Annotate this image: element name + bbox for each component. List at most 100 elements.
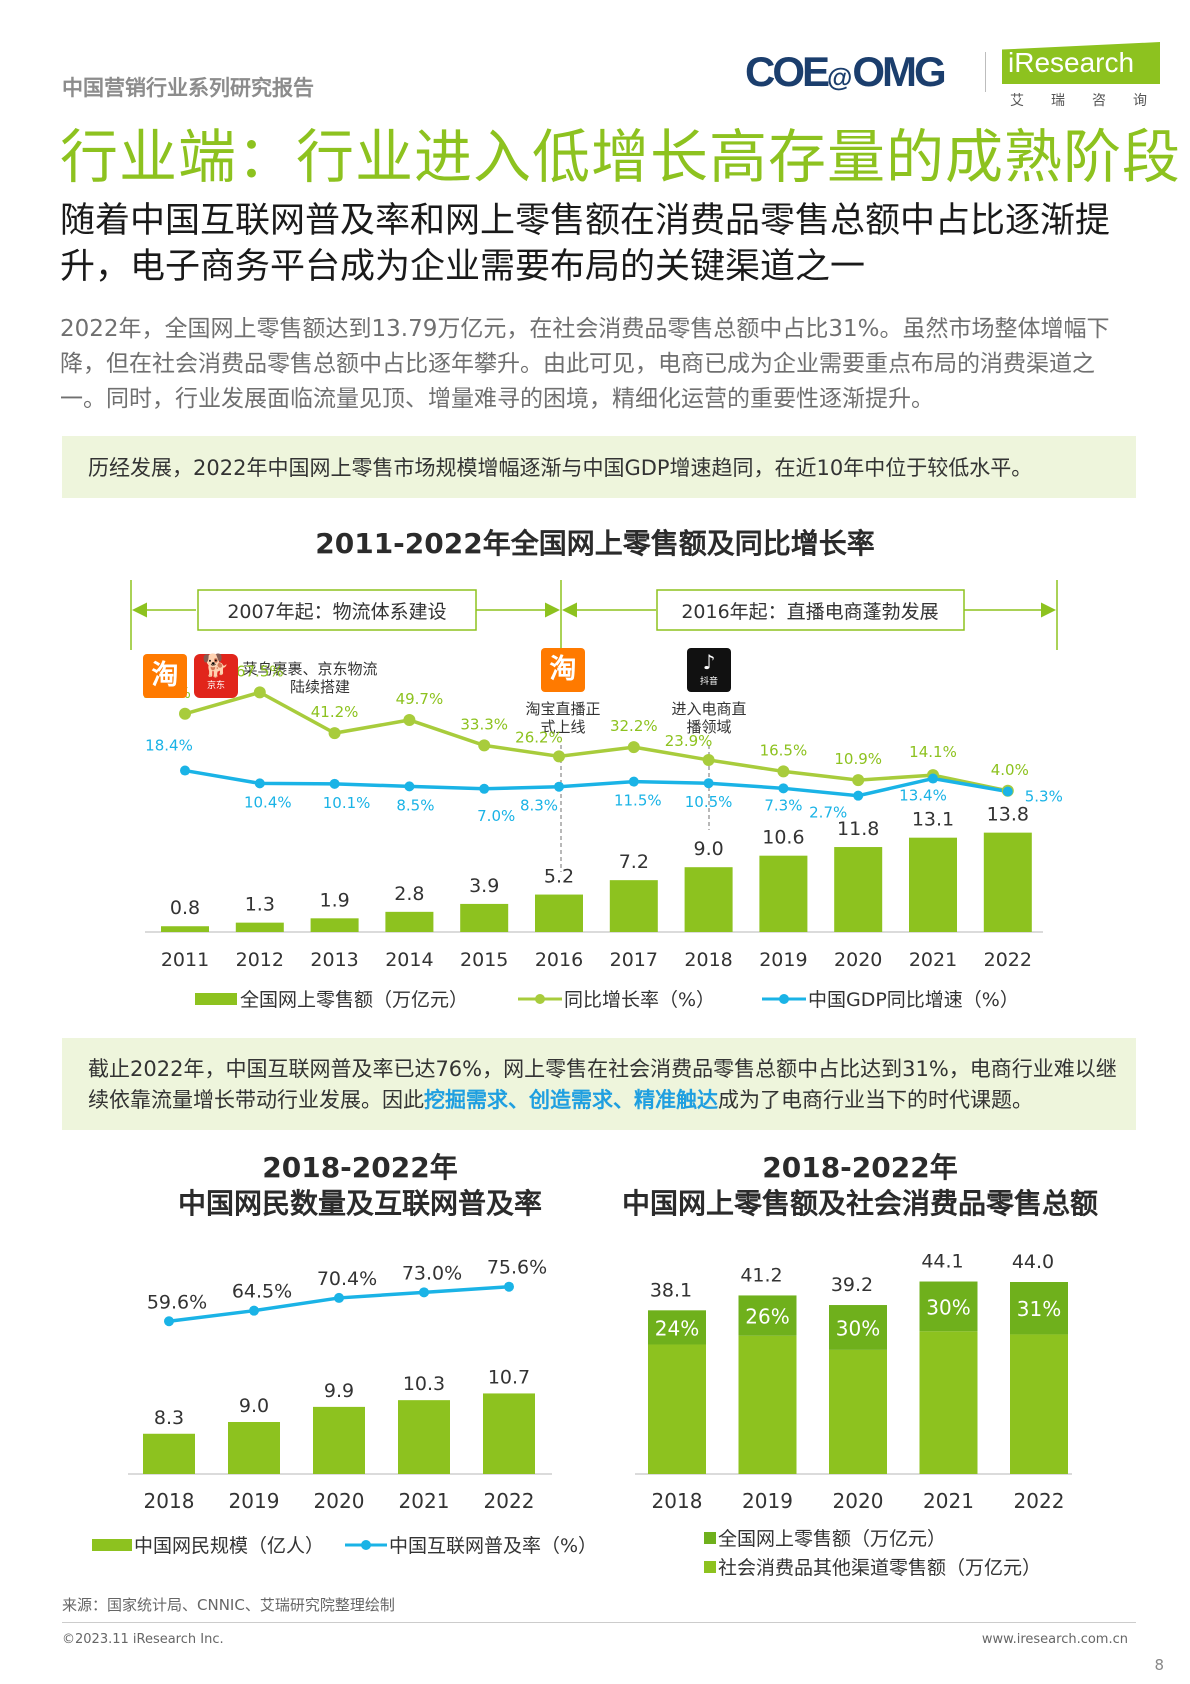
chart1-gdp-label: 10.1% — [323, 794, 371, 812]
chart1-legend-bar-swatch — [195, 993, 237, 1005]
chart1-gdp-label: 5.3% — [1025, 788, 1063, 806]
chart2-bar — [143, 1433, 195, 1474]
chart2-legend-line-dot — [361, 1540, 371, 1550]
chart1-legend-gdp-label: 中国GDP同比增速（%） — [808, 989, 1019, 1011]
chart3-bar-online — [1010, 1282, 1068, 1335]
chart1-bar-label: 9.0 — [693, 838, 723, 860]
chart1-bar-label: 3.9 — [469, 875, 499, 897]
chart1-gdp-point — [628, 776, 639, 787]
chart3-legend-other-swatch — [704, 1561, 716, 1573]
chart1-x-tick: 2011 — [161, 949, 209, 971]
chart1-bar-label: 1.9 — [319, 889, 349, 911]
iresearch-logo-cn: 艾瑞咨询 — [1010, 93, 1174, 109]
copyright: ©2023.11 iResearch Inc. — [62, 1632, 224, 1647]
chart2-bar-label: 8.3 — [154, 1407, 184, 1429]
chart1-growth-label: 32.2% — [610, 717, 658, 735]
chart3-bar-other — [919, 1331, 978, 1474]
chart3-legend-online-label: 全国网上零售额（万亿元） — [718, 1528, 946, 1550]
chart3-bar-other — [829, 1349, 887, 1474]
chart3-legend-other-label: 社会消费品其他渠道零售额（万亿元） — [718, 1557, 1041, 1579]
period-annotations: 2007年起：物流体系建设 2016年起：直播电商蓬勃发展 — [130, 580, 1058, 650]
chart1-bar-label: 2.8 — [394, 883, 424, 905]
chart1-x-tick: 2017 — [610, 949, 658, 971]
chart2-bar-label: 9.9 — [324, 1380, 354, 1402]
chart1-bar — [759, 855, 808, 932]
chart1-bar-label: 1.3 — [245, 894, 275, 916]
douyin-icon-label: 抖音 — [699, 677, 718, 687]
douyin-note-line2: 播领域 — [686, 718, 731, 736]
period1-box — [197, 589, 477, 631]
chart2-line-point — [504, 1281, 514, 1292]
chart1-bar-label: 5.2 — [544, 866, 574, 888]
chart1-bar — [385, 911, 434, 932]
chart1-x-tick: 2021 — [909, 949, 957, 971]
period2-label: 2016年起：直播电商蓬勃发展 — [681, 601, 938, 623]
chart1-legend: 全国网上零售额（万亿元） 同比增长率（%） 中国GDP同比增速（%） — [195, 989, 1019, 1011]
chart1-bar — [161, 926, 209, 932]
chart1-gdp-line — [184, 768, 1009, 798]
series-title: 中国营销行业系列研究报告 — [62, 76, 314, 100]
chart1-bar — [535, 894, 583, 932]
website-url: www.iresearch.com.cn — [981, 1632, 1128, 1647]
chart3-total-label: 39.2 — [831, 1274, 873, 1296]
chart1-growth-label: 10.9% — [834, 750, 882, 768]
insight-text-2: 截止2022年，中国互联网普及率已达76%，网上零售在社会消费品零售总额中占比达… — [88, 1054, 1118, 1116]
chart1-gdp-point — [554, 781, 564, 792]
douyin-note-line1: 进入电商直 — [671, 700, 746, 718]
taobao-icon: 淘 — [143, 654, 187, 698]
chart1-gdp-point — [404, 781, 415, 792]
intro-paragraph: 2022年，全国网上零售额达到13.79万亿元，在社会消费品零售总额中占比31%… — [60, 316, 1110, 412]
taobao-live-note-line1: 淘宝直播正 — [525, 700, 600, 718]
chart2-bar — [483, 1393, 535, 1474]
logo-divider — [985, 52, 986, 92]
chart1-bar-label: 13.1 — [912, 809, 954, 831]
chart1-gdp-point — [928, 773, 938, 784]
chart1-gdp-label: 2.7% — [809, 804, 847, 822]
chart1-gdp-point — [329, 778, 340, 789]
chart3-bar-other — [738, 1335, 797, 1474]
chart1-gdp-label: 7.3% — [764, 796, 802, 814]
chart1-growth-label: 41.2% — [311, 703, 359, 721]
jd-dog-glyph: 🐕 — [202, 654, 230, 679]
chart3-title: 2018-2022年 中国网上零售额及社会消费品零售总额 — [600, 1150, 1120, 1222]
chart1-growth-label: 4.0% — [991, 761, 1029, 779]
chart3-total-label: 41.2 — [740, 1264, 782, 1286]
chart1-growth-label: 49.7% — [396, 690, 444, 708]
chart1-legend-growth-label: 同比增长率（%） — [564, 989, 715, 1011]
chart3-bar-other — [1010, 1334, 1068, 1474]
chart1-gdp-label: 10.4% — [244, 793, 292, 811]
chart1-gdp-point — [1002, 786, 1013, 797]
chart1-title: 2011-2022年全国网上零售额及同比增长率 — [315, 527, 875, 560]
chart1-bar — [834, 847, 883, 932]
chart1-legend-bar-label: 全国网上零售额（万亿元） — [240, 989, 468, 1011]
chart3-bar-online — [919, 1281, 978, 1332]
chart2-line-point — [164, 1316, 174, 1327]
chart1-growth-point — [702, 753, 715, 766]
chart1-x-tick: 2019 — [759, 949, 807, 971]
chart1-gdp-label: 10.5% — [685, 793, 733, 811]
chart1-bar-label: 7.2 — [619, 851, 649, 873]
chart1-bar — [684, 867, 733, 932]
chart2-line-label: 70.4% — [317, 1268, 377, 1290]
chart1-bar-label: 11.8 — [837, 818, 879, 840]
period1-label: 2007年起：物流体系建设 — [227, 601, 446, 623]
chart1-bar — [235, 922, 284, 932]
chart1-bar — [310, 918, 359, 932]
logo-at-text: @ — [827, 62, 853, 92]
chart1-x-tick: 2022 — [984, 949, 1032, 971]
chart2-line-label: 73.0% — [402, 1262, 462, 1284]
chart1-gdp-label: 8.3% — [520, 797, 558, 815]
chart1-x-tick: 2016 — [535, 949, 583, 971]
chart1-legend-growth-dot — [535, 994, 545, 1004]
footer-divider — [62, 1622, 1136, 1623]
insight-text-2-part2: 成为了电商行业当下的时代课题。 — [718, 1088, 1033, 1112]
chart1-gdp-label: 13.4% — [899, 787, 947, 805]
chart3-x-tick: 2020 — [833, 1489, 884, 1513]
chart3-bar-online — [648, 1310, 706, 1345]
chart1-gdp-point — [254, 778, 265, 789]
chart1-bar — [909, 837, 957, 932]
chart3-total-label: 38.1 — [650, 1279, 692, 1301]
chart1-gdp-point — [703, 778, 714, 789]
chart2-x-tick: 2022 — [484, 1489, 535, 1513]
chart3-x-tick: 2018 — [652, 1489, 703, 1513]
